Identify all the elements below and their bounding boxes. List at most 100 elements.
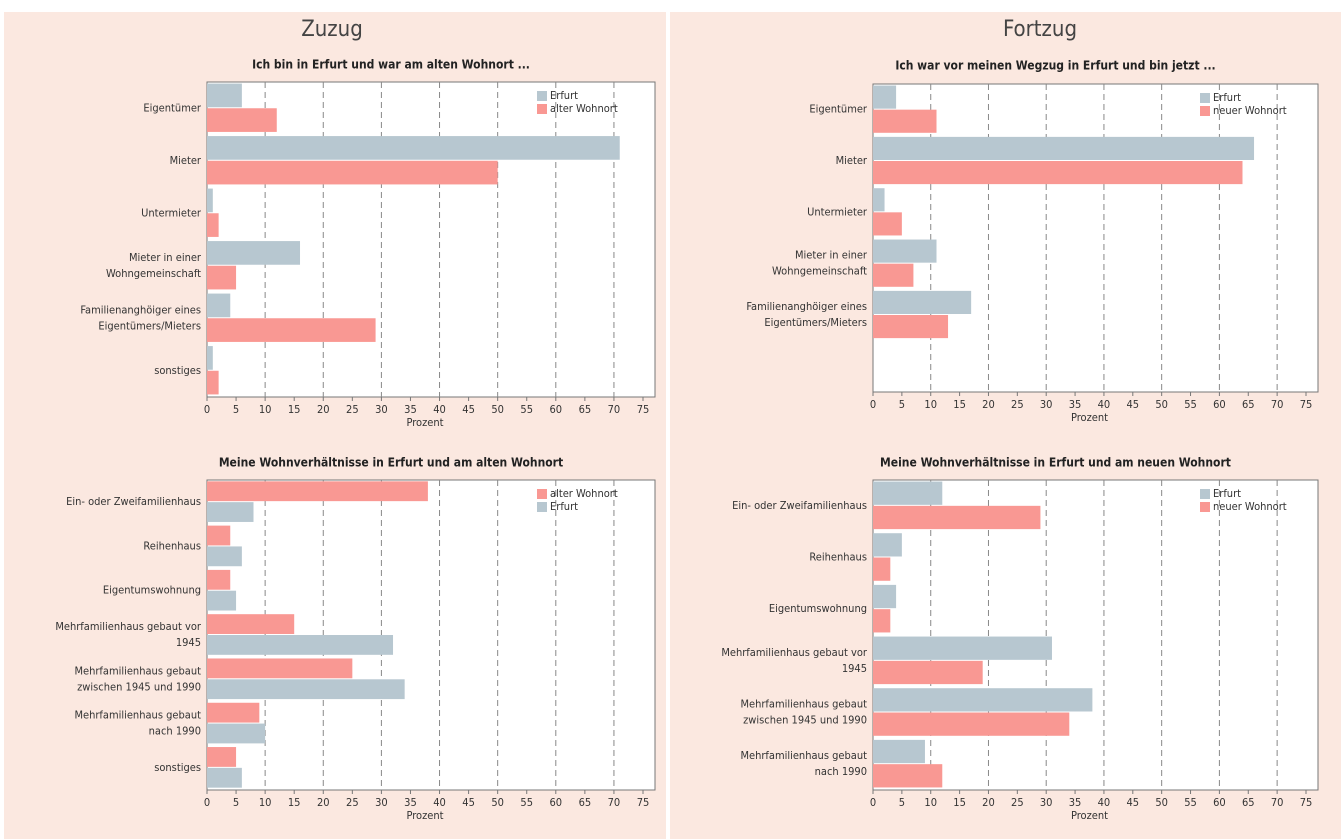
bar: [207, 546, 242, 567]
bar: [873, 85, 897, 109]
y-tick-label: Familienanghöiger eines Eigentümers/Miete…: [746, 300, 867, 329]
x-tick-label: 70: [1271, 398, 1284, 411]
x-tick-label: 20: [982, 796, 995, 809]
chart-title: Ich bin in Erfurt und war am alten Wohno…: [252, 58, 530, 72]
y-tick-label: Eigentumswohnung: [769, 602, 867, 615]
y-tick-label: Reihenhaus: [143, 539, 201, 552]
bar: [873, 481, 943, 505]
legend-swatch: [537, 489, 547, 499]
x-tick-label: 60: [550, 403, 563, 416]
x-axis-label: Prozent: [406, 416, 443, 429]
x-tick-label: 15: [953, 796, 966, 809]
x-tick-label: 45: [462, 796, 475, 809]
bar: [873, 505, 1041, 530]
y-tick-label: Reihenhaus: [809, 551, 867, 564]
chart-title: Meine Wohnverhältnisse in Erfurt und am …: [880, 456, 1231, 470]
x-tick-label: 65: [1242, 796, 1255, 809]
x-tick-label: 60: [1213, 398, 1226, 411]
bar: [207, 370, 219, 395]
bar: [207, 293, 231, 318]
x-tick-label: 45: [462, 403, 475, 416]
bar: [873, 739, 925, 764]
legend-label: alter Wohnort: [550, 487, 618, 500]
bar: [873, 609, 891, 633]
bar: [207, 213, 219, 237]
bar: [873, 584, 897, 609]
x-tick-label: 20: [317, 403, 330, 416]
bar: [207, 658, 353, 679]
y-tick-label: Ein- oder Zweifamilienhaus: [66, 495, 201, 508]
bar: [873, 188, 885, 212]
x-tick-label: 25: [1011, 398, 1024, 411]
bar: [873, 712, 1070, 736]
x-tick-label: 70: [608, 403, 621, 416]
x-tick-label: 55: [1184, 398, 1197, 411]
bar: [207, 525, 231, 546]
bar: [207, 723, 266, 744]
panel-heading: Fortzug: [1003, 17, 1077, 42]
y-tick-label: Mehrfamilienhaus gebaut vor 1945: [721, 646, 868, 675]
bar: [873, 315, 949, 339]
x-axis-label: Prozent: [1071, 809, 1108, 822]
x-tick-label: 70: [1271, 796, 1284, 809]
x-tick-label: 35: [1069, 398, 1082, 411]
y-tick-label: Untermieter: [141, 206, 202, 219]
y-tick-label: sonstiges: [154, 761, 201, 774]
x-tick-label: 30: [375, 403, 388, 416]
bar: [873, 533, 902, 557]
x-tick-label: 20: [982, 398, 995, 411]
bar: [207, 679, 405, 700]
x-tick-label: 15: [288, 403, 301, 416]
x-tick-label: 60: [550, 796, 563, 809]
legend-label: Erfurt: [1213, 91, 1241, 104]
bar: [207, 241, 301, 265]
x-tick-label: 65: [1242, 398, 1255, 411]
x-tick-label: 25: [346, 796, 359, 809]
legend-label: neuer Wohnort: [1213, 500, 1287, 513]
legend-label: Erfurt: [550, 89, 578, 102]
bar: [207, 346, 213, 370]
x-tick-label: 35: [1069, 796, 1082, 809]
x-tick-label: 75: [1300, 796, 1313, 809]
y-tick-label: Untermieter: [807, 205, 868, 218]
x-tick-label: 30: [1040, 796, 1053, 809]
x-tick-label: 20: [317, 796, 330, 809]
legend-swatch: [1200, 489, 1210, 499]
chart-title: Ich war vor meinen Wegzug in Erfurt und …: [895, 59, 1215, 73]
x-tick-label: 0: [204, 796, 210, 809]
x-tick-label: 40: [433, 796, 446, 809]
bar: [873, 688, 1093, 712]
x-tick-label: 10: [259, 796, 272, 809]
y-tick-label: Eigentumswohnung: [103, 584, 201, 597]
legend-swatch: [537, 91, 547, 101]
bar: [873, 161, 1243, 185]
bar: [207, 569, 231, 590]
x-tick-label: 55: [1184, 796, 1197, 809]
plot-area: [872, 479, 1319, 791]
y-tick-label: Mehrfamilienhaus gebaut nach 1990: [74, 709, 201, 738]
bar: [207, 318, 376, 342]
x-tick-label: 25: [346, 403, 359, 416]
x-tick-label: 5: [899, 398, 905, 411]
x-tick-label: 10: [924, 398, 937, 411]
y-tick-label: Mehrfamilienhaus gebaut zwischen 1945 und…: [74, 664, 201, 693]
x-tick-label: 45: [1127, 796, 1140, 809]
x-tick-label: 5: [233, 796, 239, 809]
x-tick-label: 30: [1040, 398, 1053, 411]
bar: [207, 747, 237, 767]
bar: [207, 83, 242, 108]
x-tick-label: 0: [870, 398, 876, 411]
x-tick-label: 35: [404, 796, 417, 809]
x-tick-label: 50: [1155, 398, 1168, 411]
y-tick-label: Mehrfamilienhaus gebaut vor 1945: [55, 620, 202, 649]
legend-label: Erfurt: [1213, 487, 1241, 500]
x-tick-label: 10: [924, 796, 937, 809]
bar: [873, 109, 937, 133]
x-tick-label: 35: [404, 403, 417, 416]
bar: [873, 660, 983, 685]
bar: [873, 136, 1255, 160]
x-tick-label: 30: [375, 796, 388, 809]
x-tick-label: 25: [1011, 796, 1024, 809]
bar: [207, 108, 277, 132]
